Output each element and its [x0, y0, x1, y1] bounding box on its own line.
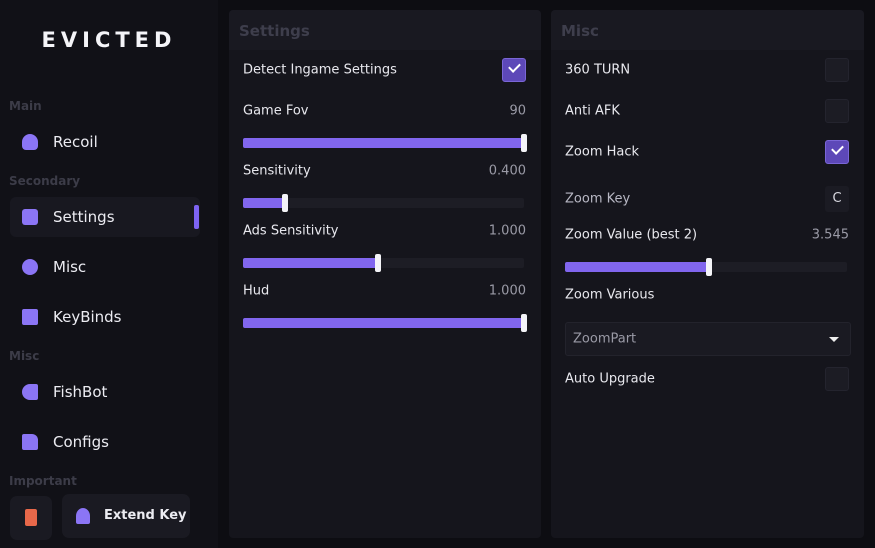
slider-value: 3.545: [811, 227, 849, 243]
checkbox[interactable]: [502, 58, 526, 82]
row-label: Zoom Hack: [565, 144, 640, 160]
logo: EVICTED: [41, 28, 177, 52]
button-label: Extend Key: [104, 508, 187, 523]
section-title: Secondary: [9, 174, 81, 188]
nav-item[interactable]: Configs: [53, 433, 109, 451]
row-label: Ads Sensitivity: [243, 223, 339, 239]
panel-header: [551, 10, 864, 50]
section-title: Main: [9, 99, 42, 113]
row-label: Anti AFK: [565, 103, 620, 119]
slider-fill: [243, 318, 524, 328]
row-label: Game Fov: [243, 103, 309, 119]
slider-value: 90: [509, 103, 526, 119]
row-label: Detect Ingame Settings: [243, 62, 397, 78]
slider-value: 0.400: [488, 163, 526, 179]
exit-icon: [25, 509, 37, 526]
slider-handle[interactable]: [282, 194, 289, 212]
nav-item[interactable]: Recoil: [53, 133, 98, 151]
row-label: Hud: [243, 283, 270, 299]
exit-button[interactable]: [10, 496, 52, 540]
slider-fill: [243, 258, 378, 268]
row-label: Zoom Various: [565, 287, 655, 303]
nav-item[interactable]: Misc: [53, 258, 87, 276]
nav-icon: [22, 384, 38, 400]
nav-icon: [22, 209, 38, 225]
check-mark: [831, 142, 844, 155]
panel: [229, 10, 541, 538]
slider-track[interactable]: [243, 198, 524, 208]
nav-icon: [22, 259, 38, 275]
nav-icon: [22, 434, 38, 450]
nav-icon: [22, 309, 38, 325]
dropdown-value: ZoomPart: [573, 331, 637, 347]
slider-handle[interactable]: [521, 134, 527, 152]
slider-fill: [243, 138, 524, 148]
sidebar: EVICTED: [0, 0, 218, 548]
slider-handle[interactable]: [705, 258, 712, 276]
dropdown[interactable]: [565, 322, 851, 356]
key-box[interactable]: C: [825, 186, 849, 212]
slider-value: 1.000: [488, 283, 526, 299]
panel-title: Settings: [239, 22, 310, 40]
active-highlight: [10, 197, 200, 237]
row-label: Sensitivity: [243, 163, 311, 179]
dropdown-arrow: [829, 337, 839, 342]
nav-item[interactable]: Settings: [53, 208, 115, 226]
slider-value: 1.000: [488, 223, 526, 239]
active-indicator: [194, 205, 199, 229]
nav-item[interactable]: FishBot: [53, 383, 108, 401]
nav-icon: [22, 134, 38, 150]
checkbox[interactable]: [825, 58, 849, 82]
checkbox[interactable]: [825, 367, 849, 391]
slider-track[interactable]: [243, 258, 524, 268]
section-title: Misc: [9, 349, 40, 363]
row-label: Auto Upgrade: [565, 371, 655, 387]
slider-handle[interactable]: [374, 254, 381, 272]
checkbox[interactable]: [825, 99, 849, 123]
row-label: Zoom Key: [565, 191, 631, 207]
section-title: Important: [9, 474, 77, 488]
panel-header: [229, 10, 541, 50]
slider-handle[interactable]: [521, 314, 527, 332]
extend-key-button[interactable]: Extend Key: [62, 494, 190, 538]
key-icon: [76, 508, 90, 524]
checkbox[interactable]: [825, 140, 849, 164]
slider-fill: [243, 198, 286, 208]
row-label: 360 TURN: [565, 62, 631, 78]
nav-item[interactable]: KeyBinds: [53, 308, 122, 326]
check-mark: [508, 60, 521, 73]
panel-title: Misc: [561, 22, 599, 40]
slider-fill: [565, 262, 709, 272]
row-label: Zoom Value (best 2): [565, 227, 698, 243]
